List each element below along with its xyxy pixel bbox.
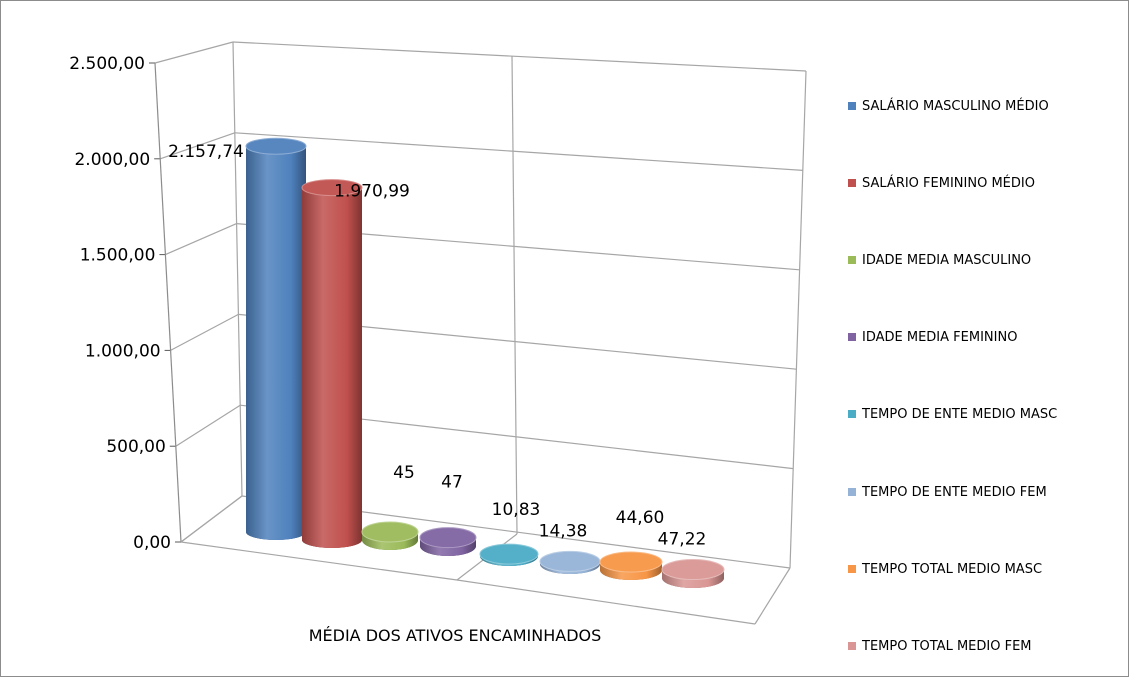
gridline-side bbox=[160, 132, 235, 160]
legend-label: IDADE MEDIA MASCULINO bbox=[862, 252, 1032, 268]
data-label: 1.970,99 bbox=[334, 182, 410, 202]
legend-swatch bbox=[848, 179, 856, 187]
legend-item: IDADE MEDIA FEMININO bbox=[848, 327, 1017, 347]
y-axis-ticks: 0,00 500,00 1.000,00 1.500,00 2.000,00 2.500,… bbox=[69, 54, 171, 553]
legend-item: SALÁRIO MASCULINO MÉDIO bbox=[848, 96, 1049, 116]
data-label: 47 bbox=[441, 473, 463, 493]
y-tick-label: 0,00 bbox=[133, 533, 171, 553]
data-label: 44,60 bbox=[616, 508, 665, 528]
legend-label: IDADE MEDIA FEMININO bbox=[862, 329, 1018, 345]
bar-3 bbox=[361, 521, 419, 550]
data-label: 10,83 bbox=[492, 500, 541, 520]
legend-swatch bbox=[848, 488, 856, 496]
y-tick-label: 1.500,00 bbox=[80, 246, 156, 266]
bar-top bbox=[361, 521, 419, 543]
y-tick-label: 2.000,00 bbox=[74, 150, 150, 170]
legend-label: SALÁRIO MASCULINO MÉDIO bbox=[862, 98, 1049, 114]
floor-left-edge bbox=[180, 495, 243, 543]
back-left-edge bbox=[232, 41, 243, 497]
legend-item: TEMPO DE ENTE MEDIO FEM bbox=[848, 482, 1047, 502]
bar-2 bbox=[301, 179, 363, 549]
legend-label: TEMPO DE ENTE MEDIO MASC bbox=[862, 406, 1058, 422]
bar-top bbox=[245, 137, 307, 155]
legend-swatch bbox=[848, 565, 856, 573]
legend-label: TEMPO DE ENTE MEDIO FEM bbox=[862, 484, 1047, 500]
bar-4 bbox=[419, 527, 477, 556]
legend-label: TEMPO TOTAL MEDIO FEM bbox=[862, 638, 1032, 654]
bar-6 bbox=[539, 550, 601, 574]
legend-swatch bbox=[848, 256, 856, 264]
legend-item: IDADE MEDIA MASCULINO bbox=[848, 250, 1031, 270]
bar-1 bbox=[245, 137, 307, 540]
legend-swatch bbox=[848, 102, 856, 110]
bar-5 bbox=[479, 543, 539, 566]
gridline-side bbox=[154, 41, 234, 64]
data-label: 14,38 bbox=[539, 521, 588, 541]
legend-item: TEMPO TOTAL MEDIO MASC bbox=[848, 559, 1042, 579]
bar-top bbox=[539, 550, 601, 572]
y-axis-line bbox=[154, 62, 182, 543]
gridline-back bbox=[232, 41, 807, 72]
bar-top bbox=[599, 551, 663, 573]
gridline-side bbox=[170, 313, 239, 351]
y-tick-label: 1.000,00 bbox=[85, 341, 161, 361]
legend-label: TEMPO TOTAL MEDIO MASC bbox=[862, 561, 1043, 577]
legend-item: SALÁRIO FEMININO MÉDIO bbox=[848, 173, 1035, 193]
bar-8 bbox=[661, 559, 725, 588]
bar-top bbox=[661, 559, 725, 581]
back-wall-divider bbox=[511, 55, 518, 535]
bar-7 bbox=[599, 551, 663, 580]
data-label: 47,22 bbox=[658, 530, 707, 550]
legend-item: TEMPO DE ENTE MEDIO MASC bbox=[848, 404, 1057, 424]
gridline-side bbox=[175, 404, 241, 447]
legend-swatch bbox=[848, 410, 856, 418]
bar-body bbox=[246, 146, 306, 540]
y-tick-label: 500,00 bbox=[106, 437, 165, 457]
y-tick-label: 2.500,00 bbox=[69, 54, 145, 74]
legend-swatch bbox=[848, 642, 856, 650]
data-label: 2.157,74 bbox=[168, 142, 244, 162]
x-axis-label: MÉDIA DOS ATIVOS ENCAMINHADOS bbox=[309, 626, 602, 645]
bar-top bbox=[301, 179, 363, 197]
legend-item: TEMPO TOTAL MEDIO FEM bbox=[848, 636, 1032, 656]
bar-top bbox=[479, 543, 539, 565]
bar-body bbox=[302, 187, 362, 549]
bar-top bbox=[419, 527, 477, 549]
chart-bars bbox=[245, 137, 725, 588]
legend-label: SALÁRIO FEMININO MÉDIO bbox=[862, 175, 1035, 191]
floor-right-edge bbox=[754, 567, 791, 625]
gridline-back bbox=[234, 132, 803, 171]
legend-swatch bbox=[848, 333, 856, 341]
data-label: 45 bbox=[393, 463, 415, 483]
back-right-edge bbox=[789, 70, 807, 569]
gridline-side bbox=[165, 223, 237, 256]
